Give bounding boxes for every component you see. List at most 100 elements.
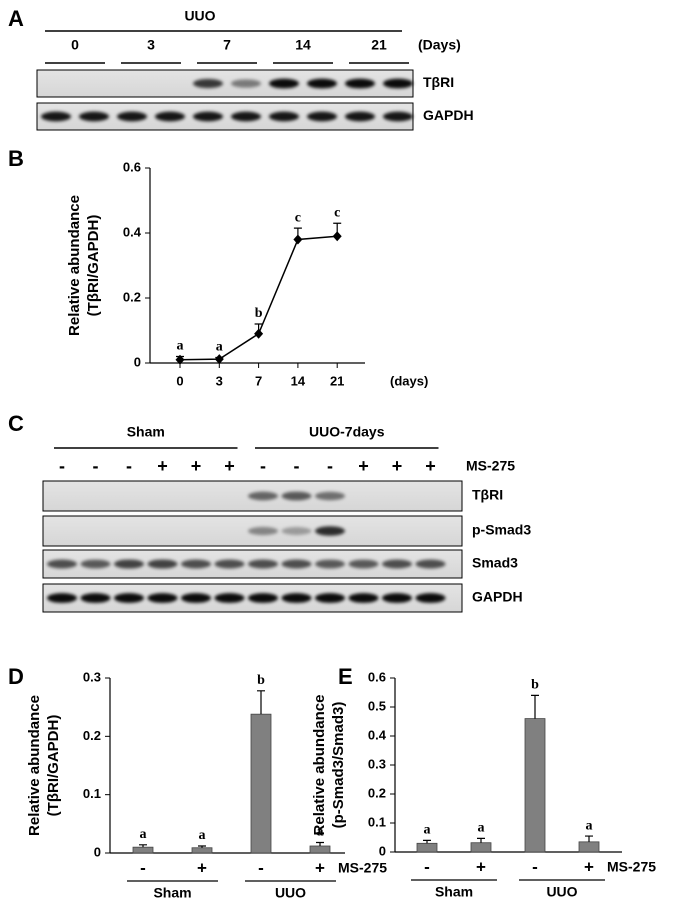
error-bar — [257, 690, 265, 715]
treatment-sign: + — [476, 857, 486, 876]
treatment-sign: + — [392, 456, 403, 476]
y-axis-label: (TβRI/GAPDH) — [45, 715, 62, 817]
treatment-sign: + — [157, 456, 168, 476]
band — [315, 526, 345, 536]
band — [307, 111, 337, 122]
y-tick-label: 0 — [379, 843, 386, 858]
treatment-sign: - — [93, 456, 99, 476]
x-tick-label: 21 — [330, 373, 344, 388]
significance-letter: a — [177, 339, 184, 354]
treatment-sign: + — [191, 456, 202, 476]
treatment-sign: - — [126, 456, 132, 476]
x-axis-label: (days) — [390, 373, 428, 388]
bar — [250, 713, 272, 854]
error-bar — [423, 839, 431, 844]
band — [214, 559, 245, 569]
band — [281, 593, 312, 603]
y-tick-label: 0.5 — [368, 698, 386, 713]
y-tick-label: 0.4 — [123, 224, 142, 239]
significance-letter: a — [199, 828, 206, 843]
treatment-label: MS-275 — [607, 859, 656, 875]
band — [117, 111, 147, 122]
significance-letter: c — [295, 210, 301, 225]
bar — [191, 847, 213, 854]
panel-letter: E — [338, 664, 353, 689]
lane-label: 0 — [71, 37, 79, 53]
y-tick-label: 0.1 — [368, 814, 386, 829]
x-tick-label: 7 — [255, 373, 262, 388]
band — [281, 559, 312, 569]
group-label: UUO-7days — [309, 424, 385, 440]
panel-letter: B — [8, 146, 24, 171]
band — [155, 111, 185, 122]
significance-letter: a — [317, 825, 324, 840]
bar — [132, 846, 154, 854]
marker — [332, 231, 342, 242]
band — [307, 78, 337, 89]
treatment-sign: - — [258, 858, 264, 877]
group-label: UUO — [275, 885, 306, 901]
band — [193, 78, 223, 89]
significance-letter: a — [586, 818, 593, 833]
blot-label: TβRI — [472, 487, 503, 503]
group-label: Sham — [127, 424, 165, 440]
band — [231, 79, 261, 88]
band — [383, 111, 413, 122]
band — [415, 559, 446, 569]
band — [80, 559, 111, 569]
y-tick-label: 0.1 — [83, 786, 101, 801]
blot-label: TβRI — [423, 74, 454, 90]
treatment-label: MS-275 — [338, 860, 387, 876]
y-tick-label: 0 — [94, 844, 101, 859]
error-bar — [198, 845, 206, 848]
treatment-sign: + — [584, 857, 594, 876]
marker — [293, 234, 303, 245]
lane-label: 14 — [295, 37, 311, 53]
significance-letter: a — [216, 340, 223, 355]
group-label: Sham — [153, 885, 191, 901]
y-tick-label: 0.2 — [123, 289, 141, 304]
band — [114, 559, 144, 569]
y-tick-label: 0.3 — [368, 756, 386, 771]
error-bar — [477, 837, 485, 843]
band — [248, 593, 278, 603]
treatment-sign: - — [59, 456, 65, 476]
blot-header: UUO — [184, 8, 215, 24]
panel-letter: C — [8, 411, 24, 436]
significance-letter: a — [478, 821, 485, 836]
y-tick-label: 0.6 — [368, 669, 386, 684]
band — [147, 559, 178, 569]
y-tick-label: 0 — [134, 354, 141, 369]
bar — [524, 718, 546, 853]
marker — [254, 328, 264, 339]
bar — [416, 842, 438, 853]
treatment-label: MS-275 — [466, 458, 515, 474]
y-axis-label: (TβRI/GAPDH) — [85, 215, 102, 317]
lane-label: 21 — [371, 37, 387, 53]
band — [269, 111, 299, 122]
band — [382, 559, 412, 569]
band — [315, 491, 345, 501]
band — [345, 78, 375, 89]
line — [179, 235, 338, 361]
significance-letter: b — [531, 678, 539, 693]
error-bar — [585, 835, 593, 842]
band — [231, 111, 261, 122]
band — [415, 593, 446, 603]
treatment-sign: - — [294, 456, 300, 476]
treatment-sign: - — [140, 858, 146, 877]
significance-letter: a — [140, 827, 147, 842]
bar — [578, 841, 600, 853]
treatment-sign: + — [358, 456, 369, 476]
band — [383, 78, 413, 89]
band — [147, 593, 178, 603]
treatment-sign: + — [224, 456, 235, 476]
band — [181, 593, 211, 603]
bar — [470, 842, 492, 853]
treatment-sign: - — [532, 857, 538, 876]
band — [281, 527, 312, 535]
group-label: UUO — [546, 884, 577, 900]
group-label: Sham — [435, 884, 473, 900]
x-tick-label: 3 — [216, 373, 223, 388]
